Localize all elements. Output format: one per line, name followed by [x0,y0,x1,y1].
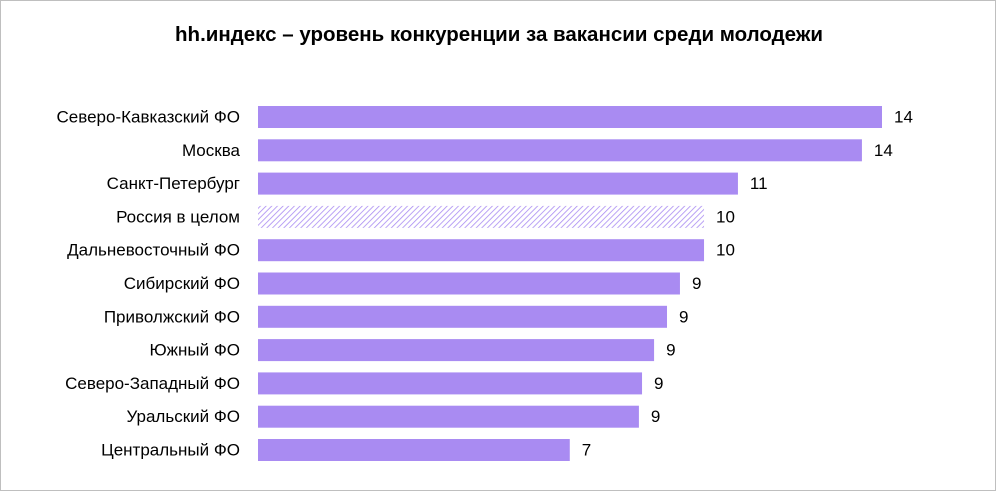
bar [258,405,639,428]
value-label: 11 [750,174,768,193]
value-label: 10 [716,241,735,260]
bar [258,372,643,395]
value-label: 9 [651,407,660,426]
category-label: Сибирский ФО [124,274,240,293]
bar [258,239,705,262]
category-label: Уральский ФО [126,407,240,426]
value-label: 14 [874,141,893,160]
value-label: 14 [894,107,913,126]
bar [258,439,570,461]
category-label: Москва [182,141,241,160]
category-label: Северо-Западный ФО [65,374,240,393]
category-label: Северо-Кавказский ФО [57,107,240,126]
bar [258,305,668,328]
bar [258,205,705,228]
category-label: Россия в целом [116,207,240,226]
category-label: Дальневосточный ФО [67,241,240,260]
bar [258,172,738,195]
value-label: 9 [666,341,675,360]
value-label: 7 [582,440,591,459]
bar [258,139,862,162]
bar [258,272,680,295]
category-label: Приволжский ФО [104,307,240,326]
value-label: 9 [654,374,663,393]
value-label: 10 [716,207,735,226]
value-label: 9 [679,307,688,326]
category-label: Центральный ФО [101,440,240,459]
chart-title: hh.индекс – уровень конкуренции за вакан… [175,23,823,46]
value-label: 9 [692,274,701,293]
bar [258,106,882,128]
category-label: Южный ФО [149,341,240,360]
bar [258,339,655,362]
category-label: Санкт-Петербург [107,174,240,193]
